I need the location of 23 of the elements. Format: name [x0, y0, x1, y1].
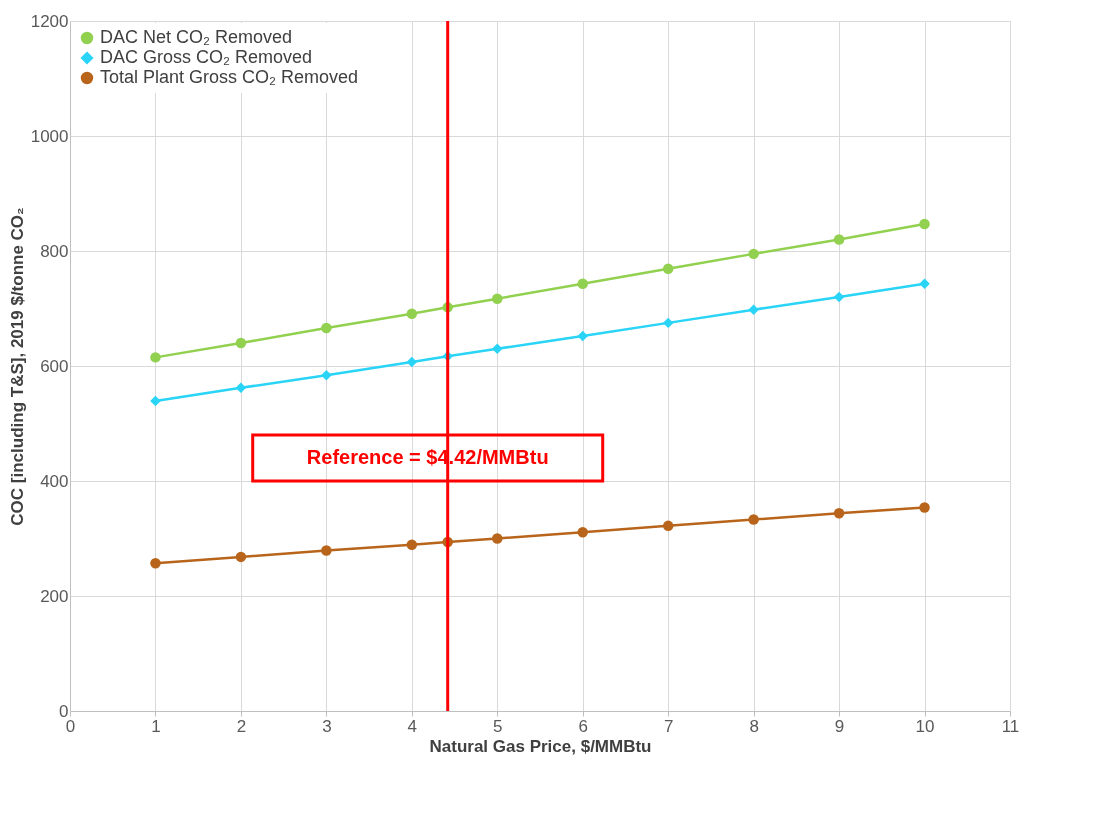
y-tick-label: 1200: [30, 11, 69, 31]
y-tick-label: 1000: [30, 126, 69, 146]
x-tick-label: 11: [1001, 716, 1020, 736]
x-tick-label: 7: [663, 716, 674, 736]
legend-label: Total Plant Gross CO₂ Removed: [100, 67, 359, 87]
y-tick-label: 200: [40, 586, 69, 606]
y-tick-label: 600: [40, 356, 69, 376]
y-tick-label: 800: [40, 241, 69, 261]
x-tick-label: 8: [749, 716, 759, 736]
y-axis-title: COC [including T&S], 2019 $/tonne CO₂: [7, 207, 27, 526]
x-tick-label: 10: [915, 716, 935, 736]
x-axis-title: Natural Gas Price, $/MMBtu: [429, 736, 652, 756]
legend-label: DAC Net CO₂ Removed: [100, 27, 293, 47]
y-tick-label: 400: [40, 471, 69, 491]
x-tick-label: 6: [578, 716, 588, 736]
x-tick-label: 9: [834, 716, 845, 736]
x-tick-label: 1: [151, 716, 161, 736]
x-tick-label: 5: [493, 716, 503, 736]
x-tick-label: 2: [236, 716, 247, 736]
x-tick-label: 4: [407, 716, 418, 736]
legend-label: DAC Gross CO₂ Removed: [100, 47, 313, 67]
y-tick-label: 0: [59, 701, 69, 721]
x-tick-label: 3: [322, 716, 332, 736]
